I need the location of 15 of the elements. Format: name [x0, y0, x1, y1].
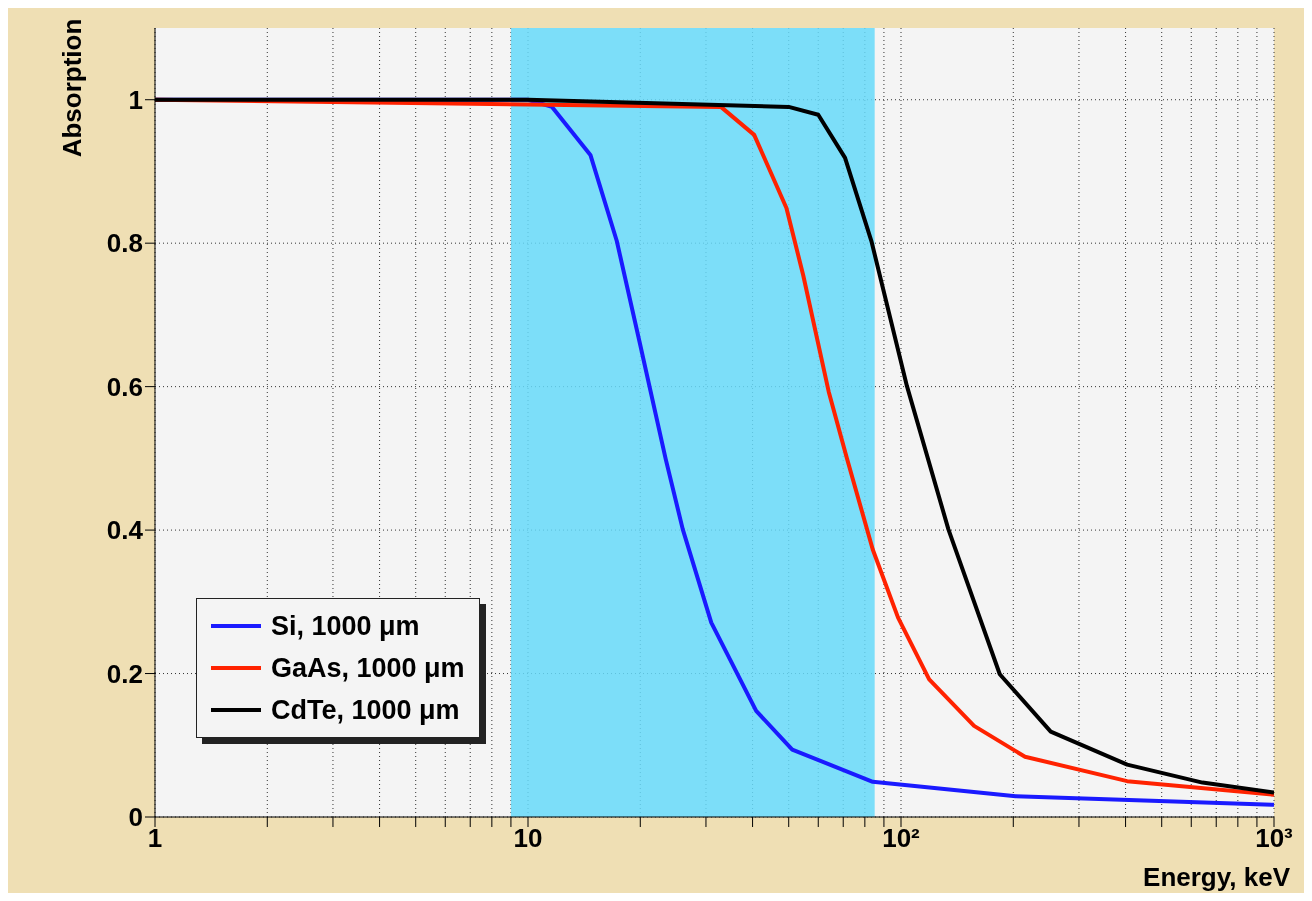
- x-axis-title: Energy, keV: [1143, 862, 1290, 893]
- y-tick-label: 0: [128, 802, 143, 833]
- y-tick-label: 0.6: [106, 371, 143, 402]
- x-tick-label: 1: [147, 823, 163, 854]
- y-axis-title: Absorption: [57, 18, 88, 158]
- legend-label: GaAs, 1000 μm: [271, 652, 465, 684]
- x-tick-label: 10²: [882, 823, 921, 854]
- x-tick-label: 10: [513, 823, 543, 854]
- y-tick-label: 1: [128, 84, 143, 115]
- y-tick-label: 0.4: [106, 515, 144, 546]
- y-tick-label: 0.8: [106, 228, 143, 259]
- legend-label: Si, 1000 μm: [271, 610, 420, 642]
- y-tick-label: 0.2: [106, 658, 143, 689]
- x-tick-label: 10³: [1255, 823, 1294, 854]
- legend-label: CdTe, 1000 μm: [271, 694, 460, 726]
